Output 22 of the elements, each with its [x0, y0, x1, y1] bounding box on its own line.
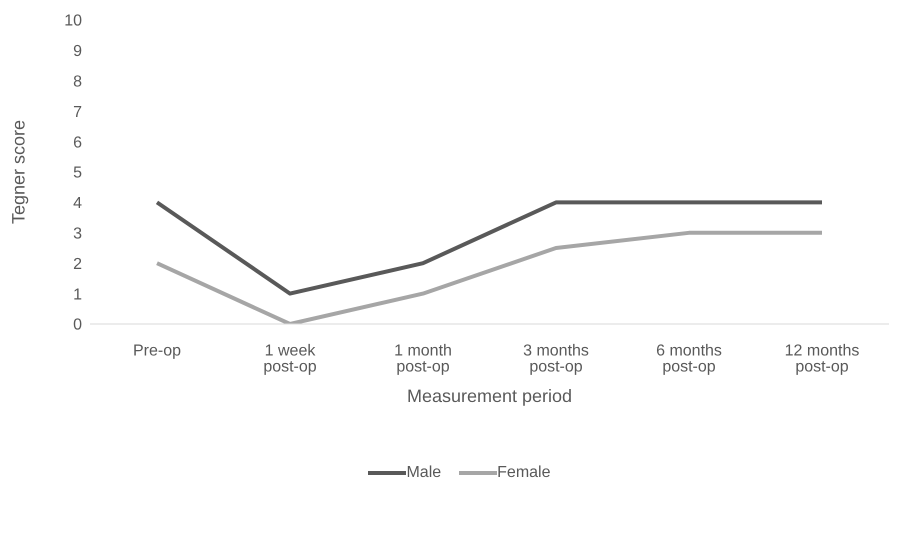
y-axis-title: Tegner score	[8, 120, 28, 224]
legend-label: Male	[406, 464, 442, 482]
y-tick-label: 10	[64, 12, 82, 30]
line-series	[155, 230, 824, 324]
x-tick-label: 1 week post-op	[263, 342, 317, 376]
legend-label: Female	[497, 464, 551, 482]
y-tick-label: 5	[73, 164, 82, 182]
x-tick-label: 3 months post-op	[523, 342, 589, 376]
y-tick-label: 6	[73, 134, 82, 152]
y-tick-label: 9	[73, 43, 82, 60]
x-tick-label: Pre-op	[132, 342, 182, 360]
y-tick-label: 0	[73, 316, 82, 334]
y-tick-label: 1	[73, 286, 82, 304]
x-tick-label: 12 months post-op	[784, 342, 860, 376]
y-tick-label: 4	[73, 195, 82, 212]
x-tick-label: 1 month post-op	[394, 342, 452, 376]
y-tick-label: 3	[73, 225, 82, 242]
x-axis-title: Measurement period	[406, 386, 572, 406]
x-tick-label: 6 months post-op	[656, 342, 722, 376]
y-tick-label: 7	[73, 104, 82, 121]
y-tick-label: 2	[73, 256, 82, 273]
y-tick-label: 8	[73, 73, 82, 90]
